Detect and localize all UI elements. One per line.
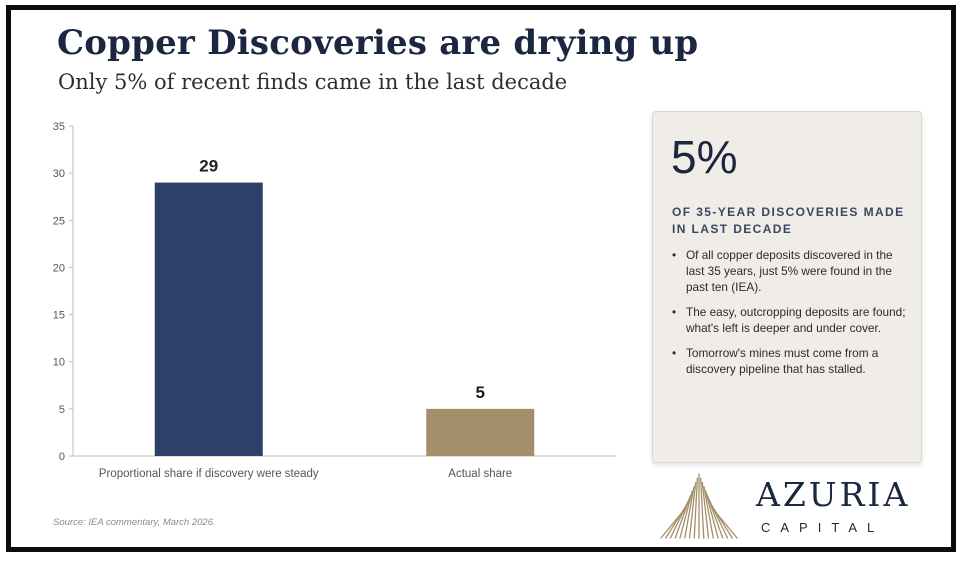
brand-name: AZURIA bbox=[756, 475, 911, 514]
slide-title: Copper Discoveries are drying up bbox=[57, 23, 699, 63]
y-tick-label: 15 bbox=[53, 310, 65, 322]
bar bbox=[154, 182, 263, 457]
source-note: Source: IEA commentary, March 2026. bbox=[53, 517, 216, 528]
x-category-label: Proportional share if discovery were ste… bbox=[99, 468, 319, 480]
brand-subtitle: CAPITAL bbox=[761, 520, 885, 535]
logo-ray bbox=[669, 498, 690, 539]
y-tick-label: 25 bbox=[53, 215, 65, 227]
logo-ray bbox=[688, 481, 697, 539]
bar-chart: 0 5 10 15 20 25 30 35 29 Proportional share if di… bbox=[53, 121, 616, 480]
slide-frame: Copper Discoveries are drying up Only 5%… bbox=[6, 5, 956, 552]
stat-bullets: Of all copper deposits discovered in the… bbox=[672, 247, 912, 386]
x-category-label: Actual share bbox=[448, 468, 512, 480]
logo-ray bbox=[703, 486, 714, 539]
y-tick-label: 0 bbox=[59, 451, 65, 463]
logo-ray bbox=[700, 477, 705, 539]
logo-mark-icon bbox=[660, 473, 738, 539]
bar bbox=[426, 408, 535, 456]
bar-data-label: 5 bbox=[476, 383, 485, 402]
logo-ray bbox=[684, 486, 695, 539]
slide-subtitle: Only 5% of recent finds came in the last… bbox=[58, 70, 568, 94]
logo-ray bbox=[674, 494, 692, 539]
logo-ray bbox=[711, 507, 738, 539]
logo-ray bbox=[693, 477, 698, 539]
y-tick-label: 30 bbox=[53, 168, 65, 180]
stat-value: 5% bbox=[671, 131, 738, 183]
stat-panel: 5% OF 35-YEAR DISCOVERIES MADE IN LAST D… bbox=[652, 111, 922, 463]
logo-ray bbox=[705, 490, 719, 539]
y-tick-label: 5 bbox=[59, 404, 65, 416]
stat-caption: OF 35-YEAR DISCOVERIES MADE IN LAST DECA… bbox=[672, 205, 905, 236]
bullet-item: Tomorrow's mines must come from a discov… bbox=[672, 345, 912, 377]
bullet-item: Of all copper deposits discovered in the… bbox=[672, 247, 912, 295]
y-tick-label: 35 bbox=[53, 121, 65, 133]
bar-data-label: 29 bbox=[199, 157, 218, 176]
y-tick-label: 10 bbox=[53, 357, 65, 369]
bullet-item: The easy, outcropping deposits are found… bbox=[672, 304, 912, 336]
logo-ray bbox=[701, 481, 710, 539]
logo-ray bbox=[679, 490, 693, 539]
y-tick-label: 20 bbox=[53, 262, 65, 274]
